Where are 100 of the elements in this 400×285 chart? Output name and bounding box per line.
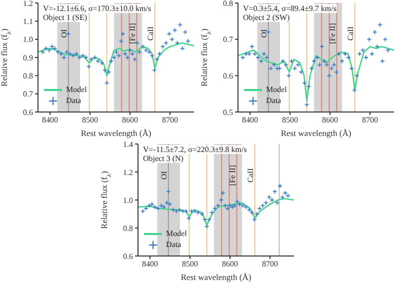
point	[44, 46, 48, 51]
ref-line-label: CaII	[146, 26, 155, 41]
point	[140, 44, 146, 50]
point	[84, 55, 88, 60]
point	[292, 66, 298, 71]
point	[177, 207, 182, 212]
point	[268, 66, 274, 71]
point	[372, 30, 378, 35]
point	[202, 217, 208, 222]
point	[257, 206, 262, 211]
point	[166, 189, 171, 194]
x-tick-label: 8400	[142, 260, 158, 269]
point	[204, 224, 210, 230]
legend-label: Model	[266, 84, 287, 95]
y-tick-label: 0.7	[23, 90, 33, 99]
ref-line-label: OI	[259, 28, 268, 38]
point	[74, 51, 79, 56]
point	[80, 53, 86, 58]
point	[380, 58, 385, 64]
point	[334, 70, 339, 74]
point	[336, 51, 342, 56]
point	[346, 55, 351, 60]
annotation: V=-12.1±6.6, σ=170.3±10.0 km/s	[42, 4, 152, 13]
annotation: V=0.3±5.4, σ=89.4±9.7 km/s	[242, 4, 338, 13]
point	[309, 66, 314, 71]
point	[280, 58, 286, 64]
point	[272, 189, 278, 194]
ref-line-label: [Fe II]	[128, 22, 137, 44]
point	[364, 55, 368, 60]
point	[170, 36, 174, 42]
ref-line-label: OI	[59, 28, 68, 38]
point	[244, 204, 248, 210]
y-tick-label: 0.5	[223, 108, 233, 117]
point	[106, 70, 112, 74]
ref-line-label: CaII	[246, 168, 255, 182]
point	[132, 56, 138, 62]
point	[68, 51, 72, 56]
x-tick-label: 8700	[162, 116, 178, 125]
point	[286, 73, 292, 78]
x-axis-title: Rest wavelength (Å)	[280, 128, 352, 138]
point	[354, 73, 360, 78]
y-tick-label: 1.1	[23, 17, 33, 26]
y-tick-label: 1.2	[23, 0, 33, 8]
x-axis-title: Rest wavelength (Å)	[80, 128, 152, 138]
point	[264, 55, 270, 60]
line-series	[38, 42, 194, 76]
point	[114, 50, 119, 54]
point	[86, 64, 92, 70]
point	[100, 60, 104, 66]
y-tick-label: 0.6	[23, 108, 33, 117]
x-tick-label: 8500	[182, 260, 198, 269]
point	[252, 217, 257, 222]
point	[232, 203, 238, 208]
point	[216, 203, 220, 208]
point	[137, 50, 142, 54]
y-tick-label: 0.6	[223, 72, 233, 81]
x-tick-label: 8400	[42, 116, 58, 125]
point	[278, 184, 282, 188]
point	[52, 46, 58, 51]
point	[306, 84, 312, 90]
point	[286, 193, 290, 198]
x-tick-label: 8600	[122, 116, 138, 125]
y-tick-label: 0.8	[23, 72, 33, 81]
legend-label: Data	[66, 95, 82, 106]
point	[302, 80, 307, 86]
point	[225, 206, 230, 211]
point	[40, 50, 46, 54]
x-tick-label: 8700	[262, 260, 278, 269]
point	[157, 51, 162, 56]
point	[349, 66, 354, 71]
ref-line-label: CaII	[346, 26, 355, 41]
point	[322, 58, 327, 64]
point	[212, 206, 218, 211]
legend-label: Model	[166, 228, 187, 239]
point	[116, 53, 122, 58]
point	[96, 58, 100, 64]
point	[262, 51, 266, 56]
legend-label: Data	[166, 239, 182, 250]
x-tick-label: 8700	[362, 116, 378, 125]
point	[180, 46, 185, 51]
legend-label: Model	[66, 84, 87, 95]
point	[378, 22, 382, 28]
annotation: Object 3 (N)	[142, 154, 184, 163]
x-tick-label: 8600	[222, 260, 238, 269]
point	[340, 58, 344, 64]
point	[64, 50, 70, 54]
point	[240, 203, 246, 208]
y-tick-label: 1.2	[123, 168, 133, 177]
y-tick-label: 0.9	[23, 53, 33, 62]
x-tick-label: 8400	[242, 116, 258, 125]
point	[312, 58, 316, 64]
annotation: V=-11.5±7.2, σ=220.3±9.8 km/s	[142, 145, 248, 154]
point	[152, 204, 158, 210]
annotation: Object 2 (SW)	[242, 13, 291, 22]
point	[120, 31, 126, 36]
point	[50, 44, 54, 50]
point	[154, 56, 160, 62]
point	[264, 200, 268, 206]
point	[320, 44, 324, 50]
point	[220, 190, 226, 196]
